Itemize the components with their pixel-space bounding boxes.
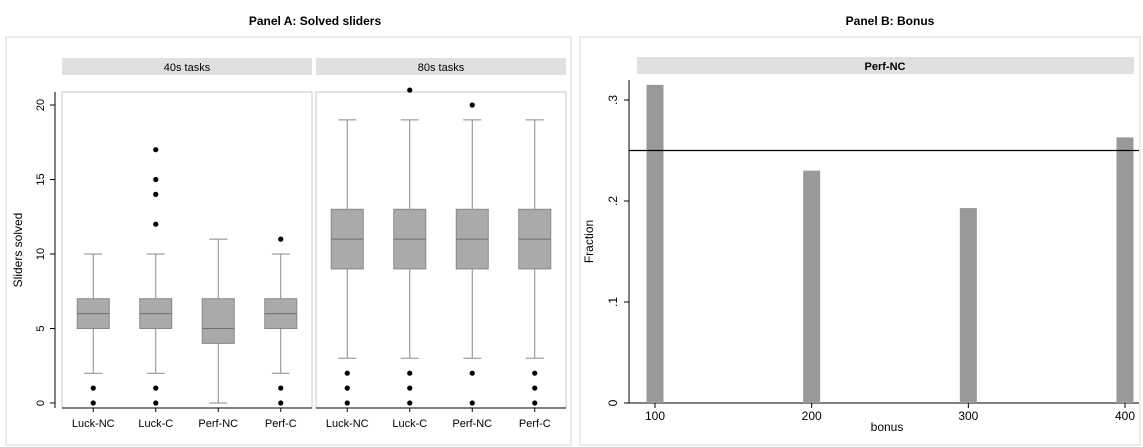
x-tick-label: Perf-NC: [452, 418, 492, 430]
y-axis-label: Sliders solved: [11, 213, 25, 288]
outlier-point: [153, 191, 159, 197]
y-tick-label: .1: [606, 297, 620, 307]
facet-plot-area: [61, 91, 313, 409]
facet-strip-label: Perf-NC: [865, 61, 906, 73]
plot-area: [629, 80, 1139, 403]
x-tick-label: 400: [1115, 409, 1135, 423]
outlier-point: [407, 385, 413, 391]
outlier-point: [344, 385, 350, 391]
outlier-point: [278, 236, 284, 242]
bar: [1116, 137, 1134, 403]
x-tick-label: Luck-NC: [326, 418, 369, 430]
outlier-point: [153, 147, 159, 153]
outlier-point: [469, 102, 475, 108]
y-tick-label: .2: [606, 196, 620, 206]
y-axis-label: Fraction: [582, 220, 596, 263]
outlier-point: [469, 400, 475, 406]
facet-strip: [637, 57, 1134, 74]
outlier-point: [90, 385, 96, 391]
outlier-point: [344, 370, 350, 376]
bar: [803, 170, 821, 403]
outlier-point: [278, 400, 284, 406]
bar: [959, 208, 977, 403]
panel-a-title: Panel A: Solved sliders: [248, 14, 382, 28]
x-tick-label: Perf-C: [519, 418, 551, 430]
x-tick-label: Luck-C: [138, 418, 173, 430]
x-tick-label: 100: [645, 409, 665, 423]
outlier-point: [278, 385, 284, 391]
outlier-point: [407, 370, 413, 376]
x-tick-label: Perf-C: [265, 418, 297, 430]
outlier-point: [153, 400, 159, 406]
outlier-point: [153, 385, 159, 391]
y-tick-label: 15: [35, 173, 47, 185]
outlier-point: [407, 87, 413, 93]
outlier-point: [153, 221, 159, 227]
y-tick-label: 0: [35, 400, 47, 406]
facet-strip-label: 40s tasks: [164, 62, 211, 74]
panel-b-title: Panel B: Bonus: [845, 14, 935, 28]
x-tick-label: 300: [958, 409, 978, 423]
bar: [646, 84, 664, 403]
outlier-point: [469, 370, 475, 376]
outlier-point: [344, 400, 350, 406]
outlier-point: [407, 400, 413, 406]
bar-chart-panel-b: Perf-NC 0 .1 .2 .3 Fraction 100 200 300 400 bonus: [579, 36, 1141, 446]
outlier-point: [153, 176, 159, 183]
x-tick-label: 200: [802, 409, 822, 423]
outlier-point: [532, 400, 538, 406]
x-tick-label: Luck-C: [392, 418, 427, 430]
x-tick-label: Luck-NC: [72, 418, 115, 430]
box-plot-panel-a: 0 5 10 15 20 Sliders solved 40s tasks Luck-NC Lu…: [5, 36, 572, 446]
outlier-point: [532, 370, 538, 376]
y-tick-label: 5: [35, 325, 47, 331]
facet-strip-label: 80s tasks: [418, 62, 465, 74]
y-tick-label: 20: [35, 99, 47, 111]
x-axis-label: bonus: [871, 420, 904, 434]
y-tick-label: .3: [606, 95, 620, 105]
outlier-point: [90, 400, 96, 406]
facet-strip: [316, 58, 566, 75]
y-tick-label: 0: [606, 399, 620, 406]
outlier-point: [532, 385, 538, 391]
box: [201, 298, 235, 344]
facet-strip: [62, 58, 312, 75]
x-tick-label: Perf-NC: [198, 418, 238, 430]
y-tick-label: 10: [35, 248, 47, 260]
